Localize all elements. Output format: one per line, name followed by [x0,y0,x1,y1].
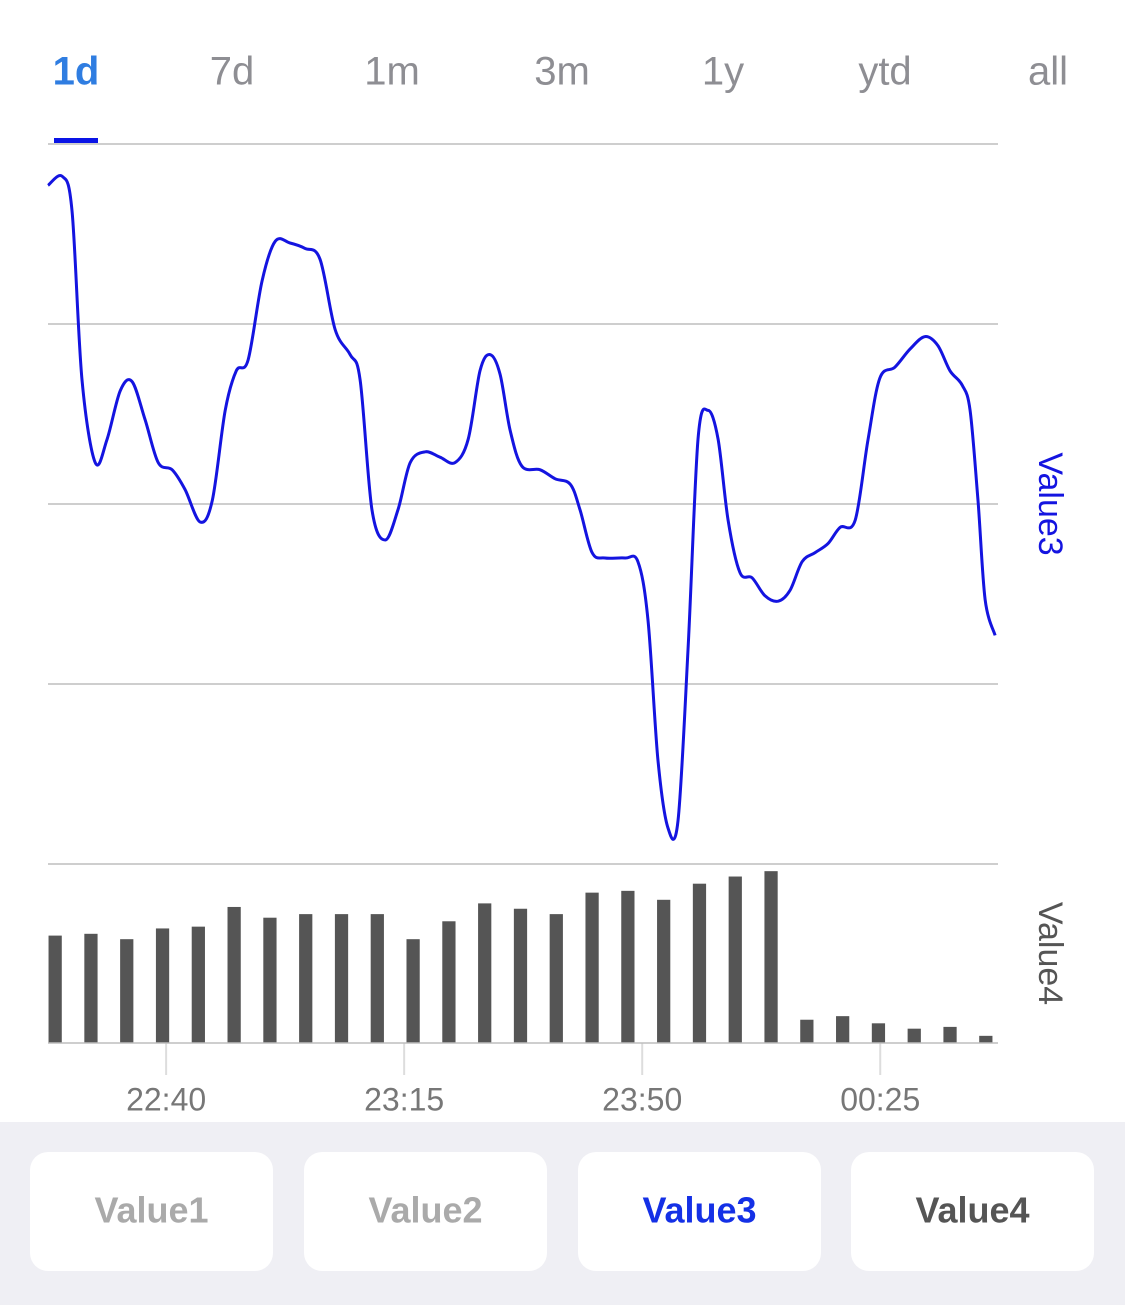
series-button[interactable] [304,1152,547,1271]
bar [120,939,134,1043]
y-axis-label: Value3 [1031,452,1069,555]
time-range-tab[interactable]: 1d [53,50,100,94]
y-axis-label: Value4 [1031,902,1069,1005]
bar [692,883,707,1043]
time-range-tab[interactable]: 1y [702,50,744,94]
time-range-tab[interactable]: 1m [364,50,420,94]
x-tick-label: 22:40 [126,1081,206,1117]
bar [334,914,349,1043]
bar [657,899,671,1043]
bar [155,928,170,1043]
bar [800,1019,814,1043]
series-button-label[interactable]: Value1 [94,1190,208,1231]
line-series [47,174,997,841]
bar [585,892,599,1043]
bar [764,871,778,1043]
bar [728,876,742,1043]
bar [836,1016,850,1043]
bar [84,933,98,1043]
time-range-tab[interactable]: all [1028,50,1068,94]
bar [263,917,277,1043]
time-range-tab[interactable]: 7d [210,50,255,94]
bar [871,1023,886,1043]
series-button-label[interactable]: Value4 [915,1190,1029,1231]
bar [406,939,420,1043]
series-button-label[interactable]: Value2 [368,1190,482,1231]
bar [979,1035,993,1043]
bar [478,903,492,1043]
time-range-tab[interactable]: ytd [858,50,911,94]
x-tick-label: 23:50 [602,1081,682,1117]
bar [442,921,456,1043]
bar [191,926,205,1043]
x-tick-label: 00:25 [840,1081,920,1117]
bar [370,914,384,1043]
series-button[interactable] [30,1152,273,1271]
bar [299,914,313,1043]
bar [943,1026,957,1043]
series-button[interactable] [851,1152,1094,1271]
x-tick-label: 23:15 [364,1081,444,1117]
series-button[interactable] [578,1152,821,1271]
bar [513,908,528,1043]
bar [621,890,635,1043]
bar [549,914,563,1043]
bar [48,935,62,1043]
time-range-tab[interactable]: 3m [534,50,590,94]
bar [227,906,241,1043]
bar [907,1028,921,1043]
tab-underline [54,138,98,143]
series-button-label[interactable]: Value3 [642,1190,756,1231]
